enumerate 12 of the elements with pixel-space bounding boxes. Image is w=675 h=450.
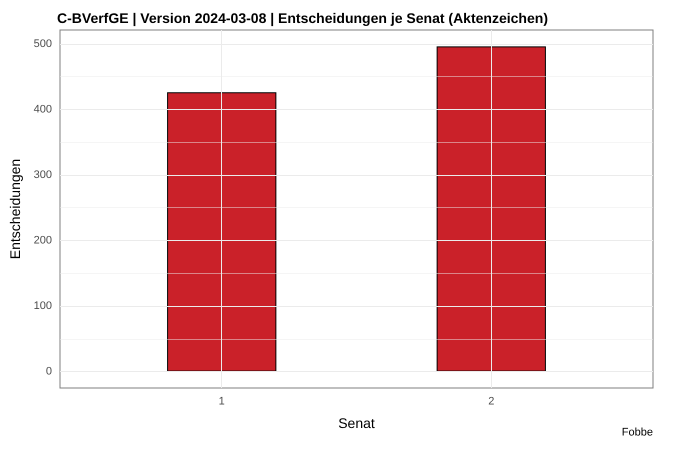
x-tick-label: 1 [218, 396, 225, 408]
y-axis-title: Entscheidungen [7, 158, 23, 260]
y-tick-label: 300 [34, 168, 52, 181]
y-tick-label: 400 [34, 103, 52, 116]
y-tick-label: 100 [34, 300, 52, 312]
chart-title: C-BVerfGE | Version 2024-03-08 | Entscheidungen je Senat (Aktenzeichen) [57, 10, 548, 27]
y-tick-label: 0 [46, 366, 52, 378]
y-tick-label: 500 [34, 38, 52, 50]
text: Fobbe [622, 426, 653, 438]
x-axis-title: Senat [338, 415, 375, 431]
y-tick-label: 200 [34, 234, 52, 246]
x-tick-label: 2 [488, 396, 494, 408]
